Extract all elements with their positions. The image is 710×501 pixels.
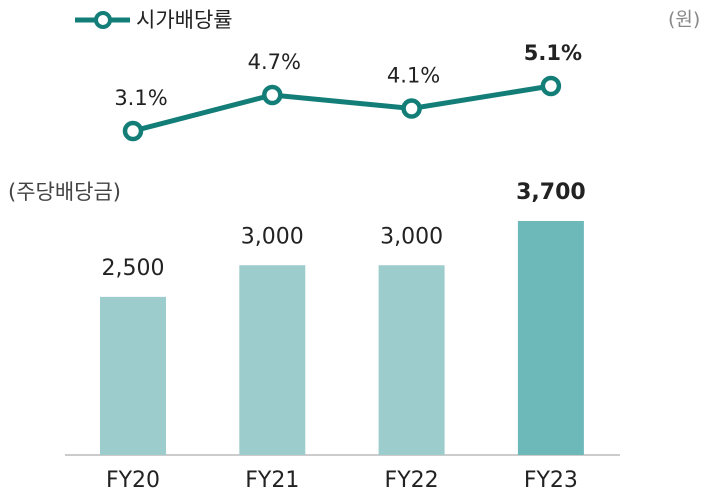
legend-marker: [94, 11, 112, 29]
value-label: 5.1%: [524, 41, 582, 65]
y-axis-label: (주당배당금): [8, 180, 121, 204]
bar: [239, 265, 306, 455]
point: [122, 120, 144, 142]
x-tick-label: FY21: [245, 468, 299, 493]
bar: [100, 296, 166, 455]
x-tick-label: FY20: [106, 468, 160, 493]
unit-label: (원): [668, 9, 700, 31]
legend-label: 시가배당률: [136, 8, 233, 32]
line: [132, 83, 552, 134]
value-label: 3,000: [380, 224, 443, 249]
value-label: 3,700: [516, 180, 586, 205]
bar: [517, 220, 584, 455]
value-label: 3.1%: [114, 86, 167, 110]
point: [262, 84, 283, 106]
x-tick-label: FY23: [524, 468, 578, 493]
point: [540, 75, 562, 97]
value-label: 2,500: [102, 256, 165, 281]
value-label: 3,000: [241, 224, 304, 249]
x-tick-label: FY22: [385, 468, 439, 493]
point: [401, 98, 422, 119]
value-label: 4.1%: [387, 64, 440, 88]
value-label: 4.7%: [248, 50, 301, 74]
bar: [378, 265, 445, 455]
